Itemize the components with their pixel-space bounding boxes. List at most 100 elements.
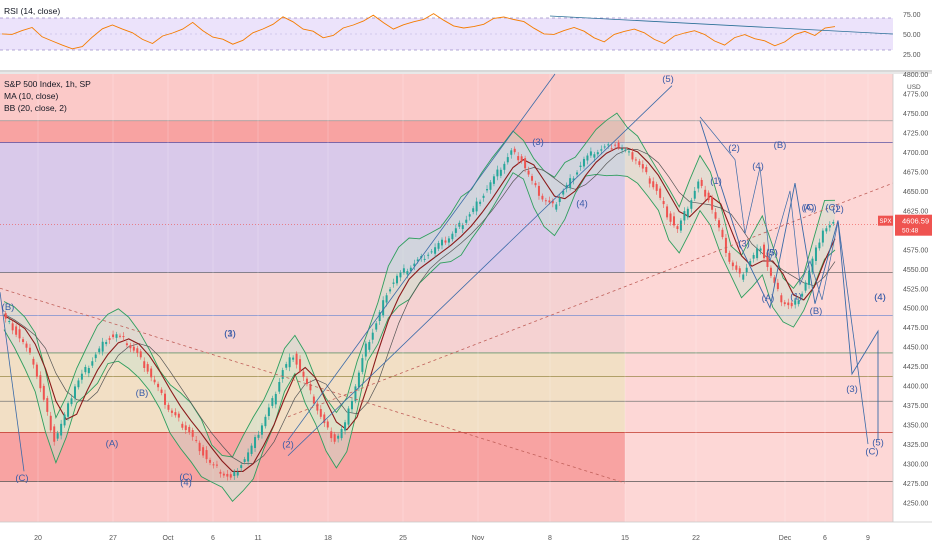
time-tick-label: 22 [692, 535, 700, 542]
candle-body [67, 403, 70, 417]
candle-body [364, 343, 367, 357]
wave-label: (5) [766, 248, 778, 259]
candle-body [112, 334, 115, 338]
wave-label: (3) [224, 329, 236, 340]
candle-body [731, 262, 734, 267]
candle-body [648, 178, 651, 184]
candle-body [593, 154, 596, 158]
candle-body [576, 172, 579, 175]
candle-body [544, 200, 547, 202]
candle-body [745, 267, 748, 273]
candle-body [825, 228, 828, 232]
time-tick-label: 6 [211, 535, 215, 542]
candle-body [319, 409, 322, 417]
candle-body [624, 149, 627, 151]
symbol-legend[interactable]: S&P 500 Index, 1h, SP [4, 79, 91, 89]
candle-body [589, 151, 592, 156]
candle-body [752, 255, 755, 259]
wave-label: (4) [874, 292, 886, 303]
candle-body [756, 248, 759, 259]
candle-body [39, 375, 42, 389]
candle-body [645, 166, 648, 173]
candle-body [219, 471, 222, 474]
price-axis-unit: USD [907, 84, 921, 91]
candle-body [513, 148, 516, 153]
candle-body [309, 384, 312, 391]
candle-body [382, 300, 385, 316]
candle-body [700, 179, 703, 186]
candle-body [354, 386, 357, 401]
ma-legend[interactable]: MA (10, close) [4, 91, 59, 101]
candle-body [572, 178, 575, 181]
candle-body [250, 445, 253, 454]
candle-body [662, 200, 665, 205]
price-tick-label: 4400.00 [903, 384, 928, 391]
wave-label: (C) [179, 472, 192, 483]
candle-body [344, 422, 347, 431]
candle-body [129, 345, 132, 349]
candle-body [35, 364, 38, 377]
candle-body [434, 247, 437, 254]
candle-body [749, 260, 752, 265]
candle-body [582, 158, 585, 167]
price-tick-label: 4250.00 [903, 501, 928, 508]
rsi-legend[interactable]: RSI (14, close) [4, 6, 61, 16]
candle-body [375, 323, 378, 330]
candle-body [783, 302, 786, 305]
wave-line [0, 292, 25, 472]
wave-label: (B) [136, 388, 149, 399]
candle-body [174, 412, 177, 416]
candle-body [614, 144, 617, 146]
candle-body [676, 226, 679, 230]
channel-trendline [287, 73, 556, 441]
time-tick-label: 27 [109, 535, 117, 542]
price-tick-label: 4750.00 [903, 111, 928, 118]
candle-body [427, 254, 430, 256]
candle-body [773, 277, 776, 283]
candle-body [226, 473, 229, 477]
candle-body [472, 208, 475, 212]
bollinger-basis [3, 149, 836, 464]
ma-line [3, 147, 836, 472]
candle-body [150, 368, 153, 378]
candle-body [787, 302, 790, 306]
candle-body [714, 212, 717, 219]
candle-body [257, 434, 260, 438]
candle-body [136, 348, 139, 353]
candle-body [105, 342, 108, 345]
candle-body [686, 208, 689, 218]
price-tick-label: 4275.00 [903, 481, 928, 488]
wave-label: (2) [728, 143, 740, 154]
candle-body [63, 414, 66, 426]
candle-body [586, 155, 589, 161]
candle-body [821, 230, 824, 243]
price-tick-label: 4550.00 [903, 267, 928, 274]
candle-body [669, 213, 672, 222]
candle-body [91, 361, 94, 366]
time-tick-label: 18 [324, 535, 332, 542]
candle-body [423, 258, 426, 260]
candle-body [437, 243, 440, 249]
candle-body [603, 146, 606, 148]
projection-path [699, 120, 879, 441]
wave-label: (5) [872, 438, 884, 449]
projection-line [837, 220, 869, 445]
candle-body [527, 170, 530, 175]
candle-body [416, 259, 419, 262]
candle-body [243, 459, 246, 463]
candle-body [292, 357, 295, 360]
candle-body [759, 248, 762, 251]
candle-body [56, 433, 59, 439]
fib-zone-purple [0, 142, 625, 273]
candle-body [274, 393, 277, 405]
candle-body [191, 430, 194, 437]
candle-body [454, 228, 457, 233]
dashed-trendline [0, 287, 626, 484]
candle-body [492, 176, 495, 184]
candle-body [212, 464, 215, 466]
wave-label: (4) [874, 292, 886, 303]
candle-body [451, 233, 454, 240]
bb-legend[interactable]: BB (20, close, 2) [4, 103, 67, 113]
